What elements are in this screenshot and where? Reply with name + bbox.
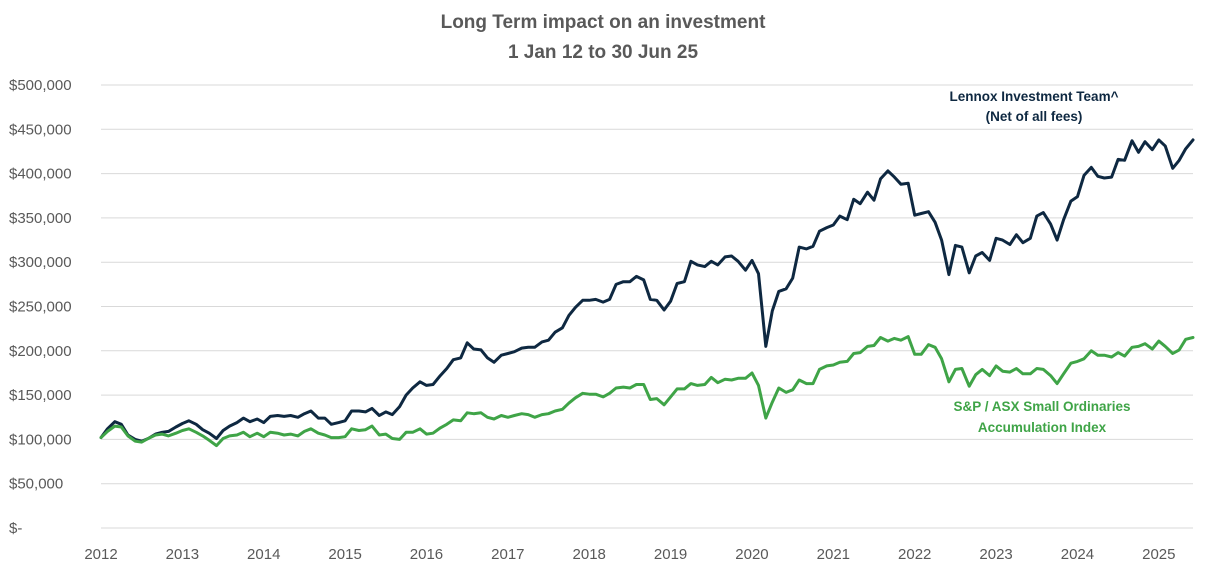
x-axis-ticks: 2012 2013 2014 2015 2016 2017 2018 2019 2020 2021… bbox=[84, 546, 1175, 563]
chart-title: Long Term impact on an investment bbox=[441, 12, 766, 33]
x-tick-label: 2013 bbox=[166, 546, 199, 563]
y-tick-label: $- bbox=[9, 520, 22, 537]
chart-subtitle: 1 Jan 12 to 30 Jun 25 bbox=[508, 42, 699, 63]
y-tick-label: $450,000 bbox=[9, 121, 72, 138]
series-label-small-ords-line1: S&P / ASX Small Ordinaries bbox=[953, 399, 1130, 414]
x-tick-label: 2014 bbox=[247, 546, 280, 563]
x-tick-label: 2023 bbox=[979, 546, 1012, 563]
y-tick-label: $200,000 bbox=[9, 343, 72, 360]
x-tick-label: 2019 bbox=[654, 546, 687, 563]
series-label-lennox-line1: Lennox Investment Team^ bbox=[950, 89, 1119, 104]
series-label-small-ords-line2: Accumulation Index bbox=[978, 420, 1107, 435]
y-tick-label: $400,000 bbox=[9, 166, 72, 183]
y-tick-label: $50,000 bbox=[9, 476, 63, 493]
x-tick-label: 2024 bbox=[1061, 546, 1094, 563]
y-tick-label: $150,000 bbox=[9, 387, 72, 404]
series-line-lennox bbox=[99, 138, 1195, 443]
y-tick-label: $350,000 bbox=[9, 210, 72, 227]
y-tick-label: $100,000 bbox=[9, 431, 72, 448]
x-tick-label: 2015 bbox=[328, 546, 361, 563]
x-tick-label: 2025 bbox=[1142, 546, 1175, 563]
series-label-lennox-line2: (Net of all fees) bbox=[986, 109, 1083, 124]
series-line-small-ords bbox=[99, 335, 1195, 448]
y-axis-ticks: $- $50,000 $100,000 $150,000 $200,000 $250,00… bbox=[9, 77, 72, 537]
x-tick-label: 2016 bbox=[410, 546, 443, 563]
x-tick-label: 2022 bbox=[898, 546, 931, 563]
x-tick-label: 2021 bbox=[817, 546, 850, 563]
y-tick-label: $500,000 bbox=[9, 77, 72, 94]
y-tick-label: $250,000 bbox=[9, 299, 72, 316]
x-tick-label: 2017 bbox=[491, 546, 524, 563]
y-tick-label: $300,000 bbox=[9, 254, 72, 271]
grid-lines bbox=[101, 84, 1193, 529]
x-tick-label: 2020 bbox=[735, 546, 768, 563]
series-lines bbox=[99, 138, 1195, 448]
x-tick-label: 2018 bbox=[573, 546, 606, 563]
x-tick-label: 2012 bbox=[84, 546, 117, 563]
